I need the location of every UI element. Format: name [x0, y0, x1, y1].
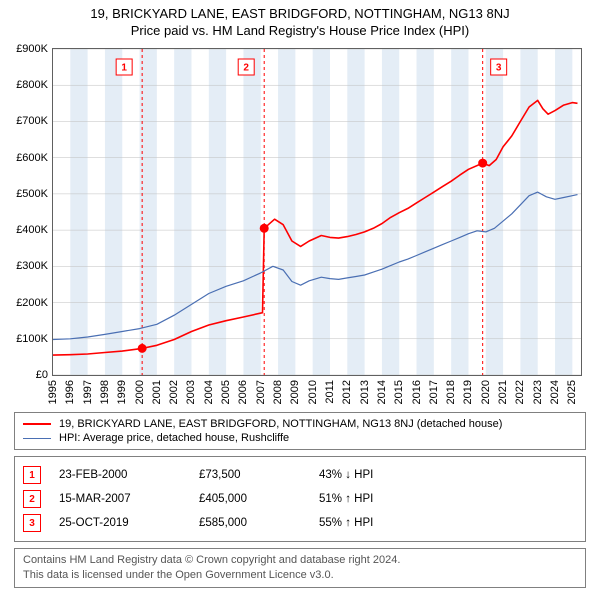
y-tick-label: £600K	[2, 152, 48, 164]
event-price-2: £405,000	[199, 493, 319, 505]
legend-label-hpi: HPI: Average price, detached house, Rush…	[59, 432, 289, 444]
x-tick-label: 2004	[203, 380, 215, 404]
x-tick-label: 1998	[99, 380, 111, 404]
license-line2: This data is licensed under the Open Gov…	[23, 568, 577, 583]
event-row-3: 3 25-OCT-2019 £585,000 55% ↑ HPI	[23, 511, 577, 535]
event-delta-1: 43% ↓ HPI	[319, 469, 577, 481]
event-delta-2: 51% ↑ HPI	[319, 493, 577, 505]
y-tick-label: £200K	[2, 297, 48, 309]
x-tick-label: 2025	[566, 380, 578, 404]
event-marker-1: 1	[23, 466, 41, 484]
y-tick-label: £100K	[2, 333, 48, 345]
x-tick-label: 1995	[47, 380, 59, 404]
x-tick-label: 1996	[64, 380, 76, 404]
x-tick-label: 2010	[307, 380, 319, 404]
event-row-1: 1 23-FEB-2000 £73,500 43% ↓ HPI	[23, 463, 577, 487]
x-tick-label: 2000	[134, 380, 146, 404]
y-tick-label: £0	[2, 369, 48, 381]
x-tick-label: 2016	[411, 380, 423, 404]
x-tick-label: 2020	[480, 380, 492, 404]
event-price-3: £585,000	[199, 517, 319, 529]
y-tick-label: £700K	[2, 115, 48, 127]
events-box: 1 23-FEB-2000 £73,500 43% ↓ HPI 2 15-MAR…	[14, 456, 586, 542]
legend-label-property: 19, BRICKYARD LANE, EAST BRIDGFORD, NOTT…	[59, 418, 502, 430]
x-tick-label: 2008	[272, 380, 284, 404]
x-tick-label: 2005	[220, 380, 232, 404]
legend-swatch-property	[23, 423, 51, 425]
x-tick-label: 2023	[532, 380, 544, 404]
y-tick-label: £500K	[2, 188, 48, 200]
event-row-2: 2 15-MAR-2007 £405,000 51% ↑ HPI	[23, 487, 577, 511]
y-tick-label: £800K	[2, 79, 48, 91]
license-line1: Contains HM Land Registry data © Crown c…	[23, 553, 577, 568]
y-tick-label: £900K	[2, 43, 48, 55]
y-tick-label: £300K	[2, 260, 48, 272]
x-tick-label: 2015	[393, 380, 405, 404]
event-date-3: 25-OCT-2019	[59, 517, 199, 529]
x-tick-label: 1997	[82, 380, 94, 404]
plot-area: 1 2 3	[52, 48, 582, 376]
svg-text:1: 1	[121, 63, 127, 74]
x-tick-label: 2003	[185, 380, 197, 404]
x-tick-label: 2021	[497, 380, 509, 404]
event-delta-3: 55% ↑ HPI	[319, 517, 577, 529]
lower-section: 19, BRICKYARD LANE, EAST BRIDGFORD, NOTT…	[0, 412, 600, 588]
svg-text:2: 2	[243, 63, 249, 74]
x-tick-label: 2018	[445, 380, 457, 404]
event-marker-2: 2	[23, 490, 41, 508]
event-date-1: 23-FEB-2000	[59, 469, 199, 481]
x-tick-label: 2024	[549, 380, 561, 404]
x-tick-label: 2006	[237, 380, 249, 404]
x-tick-label: 2002	[168, 380, 180, 404]
x-tick-label: 2014	[376, 380, 388, 404]
x-tick-label: 2001	[151, 380, 163, 404]
x-tick-label: 2007	[255, 380, 267, 404]
x-tick-label: 2013	[359, 380, 371, 404]
y-tick-label: £400K	[2, 224, 48, 236]
plot-svg: 1 2 3	[53, 49, 581, 375]
legend-box: 19, BRICKYARD LANE, EAST BRIDGFORD, NOTT…	[14, 412, 586, 450]
chart-title-line2: Price paid vs. HM Land Registry's House …	[0, 23, 600, 38]
legend-row-property: 19, BRICKYARD LANE, EAST BRIDGFORD, NOTT…	[23, 417, 577, 431]
x-tick-label: 2012	[341, 380, 353, 404]
event-date-2: 15-MAR-2007	[59, 493, 199, 505]
legend-row-hpi: HPI: Average price, detached house, Rush…	[23, 431, 577, 445]
svg-text:3: 3	[496, 63, 502, 74]
x-tick-label: 2017	[428, 380, 440, 404]
x-tick-label: 1999	[116, 380, 128, 404]
x-tick-label: 2019	[462, 380, 474, 404]
x-tick-label: 2022	[514, 380, 526, 404]
x-tick-label: 2009	[289, 380, 301, 404]
legend-swatch-hpi	[23, 438, 51, 439]
chart-title-block: 19, BRICKYARD LANE, EAST BRIDGFORD, NOTT…	[0, 0, 600, 38]
event-marker-3: 3	[23, 514, 41, 532]
event-price-1: £73,500	[199, 469, 319, 481]
x-tick-label: 2011	[324, 380, 336, 404]
license-box: Contains HM Land Registry data © Crown c…	[14, 548, 586, 588]
chart-title-line1: 19, BRICKYARD LANE, EAST BRIDGFORD, NOTT…	[0, 6, 600, 21]
